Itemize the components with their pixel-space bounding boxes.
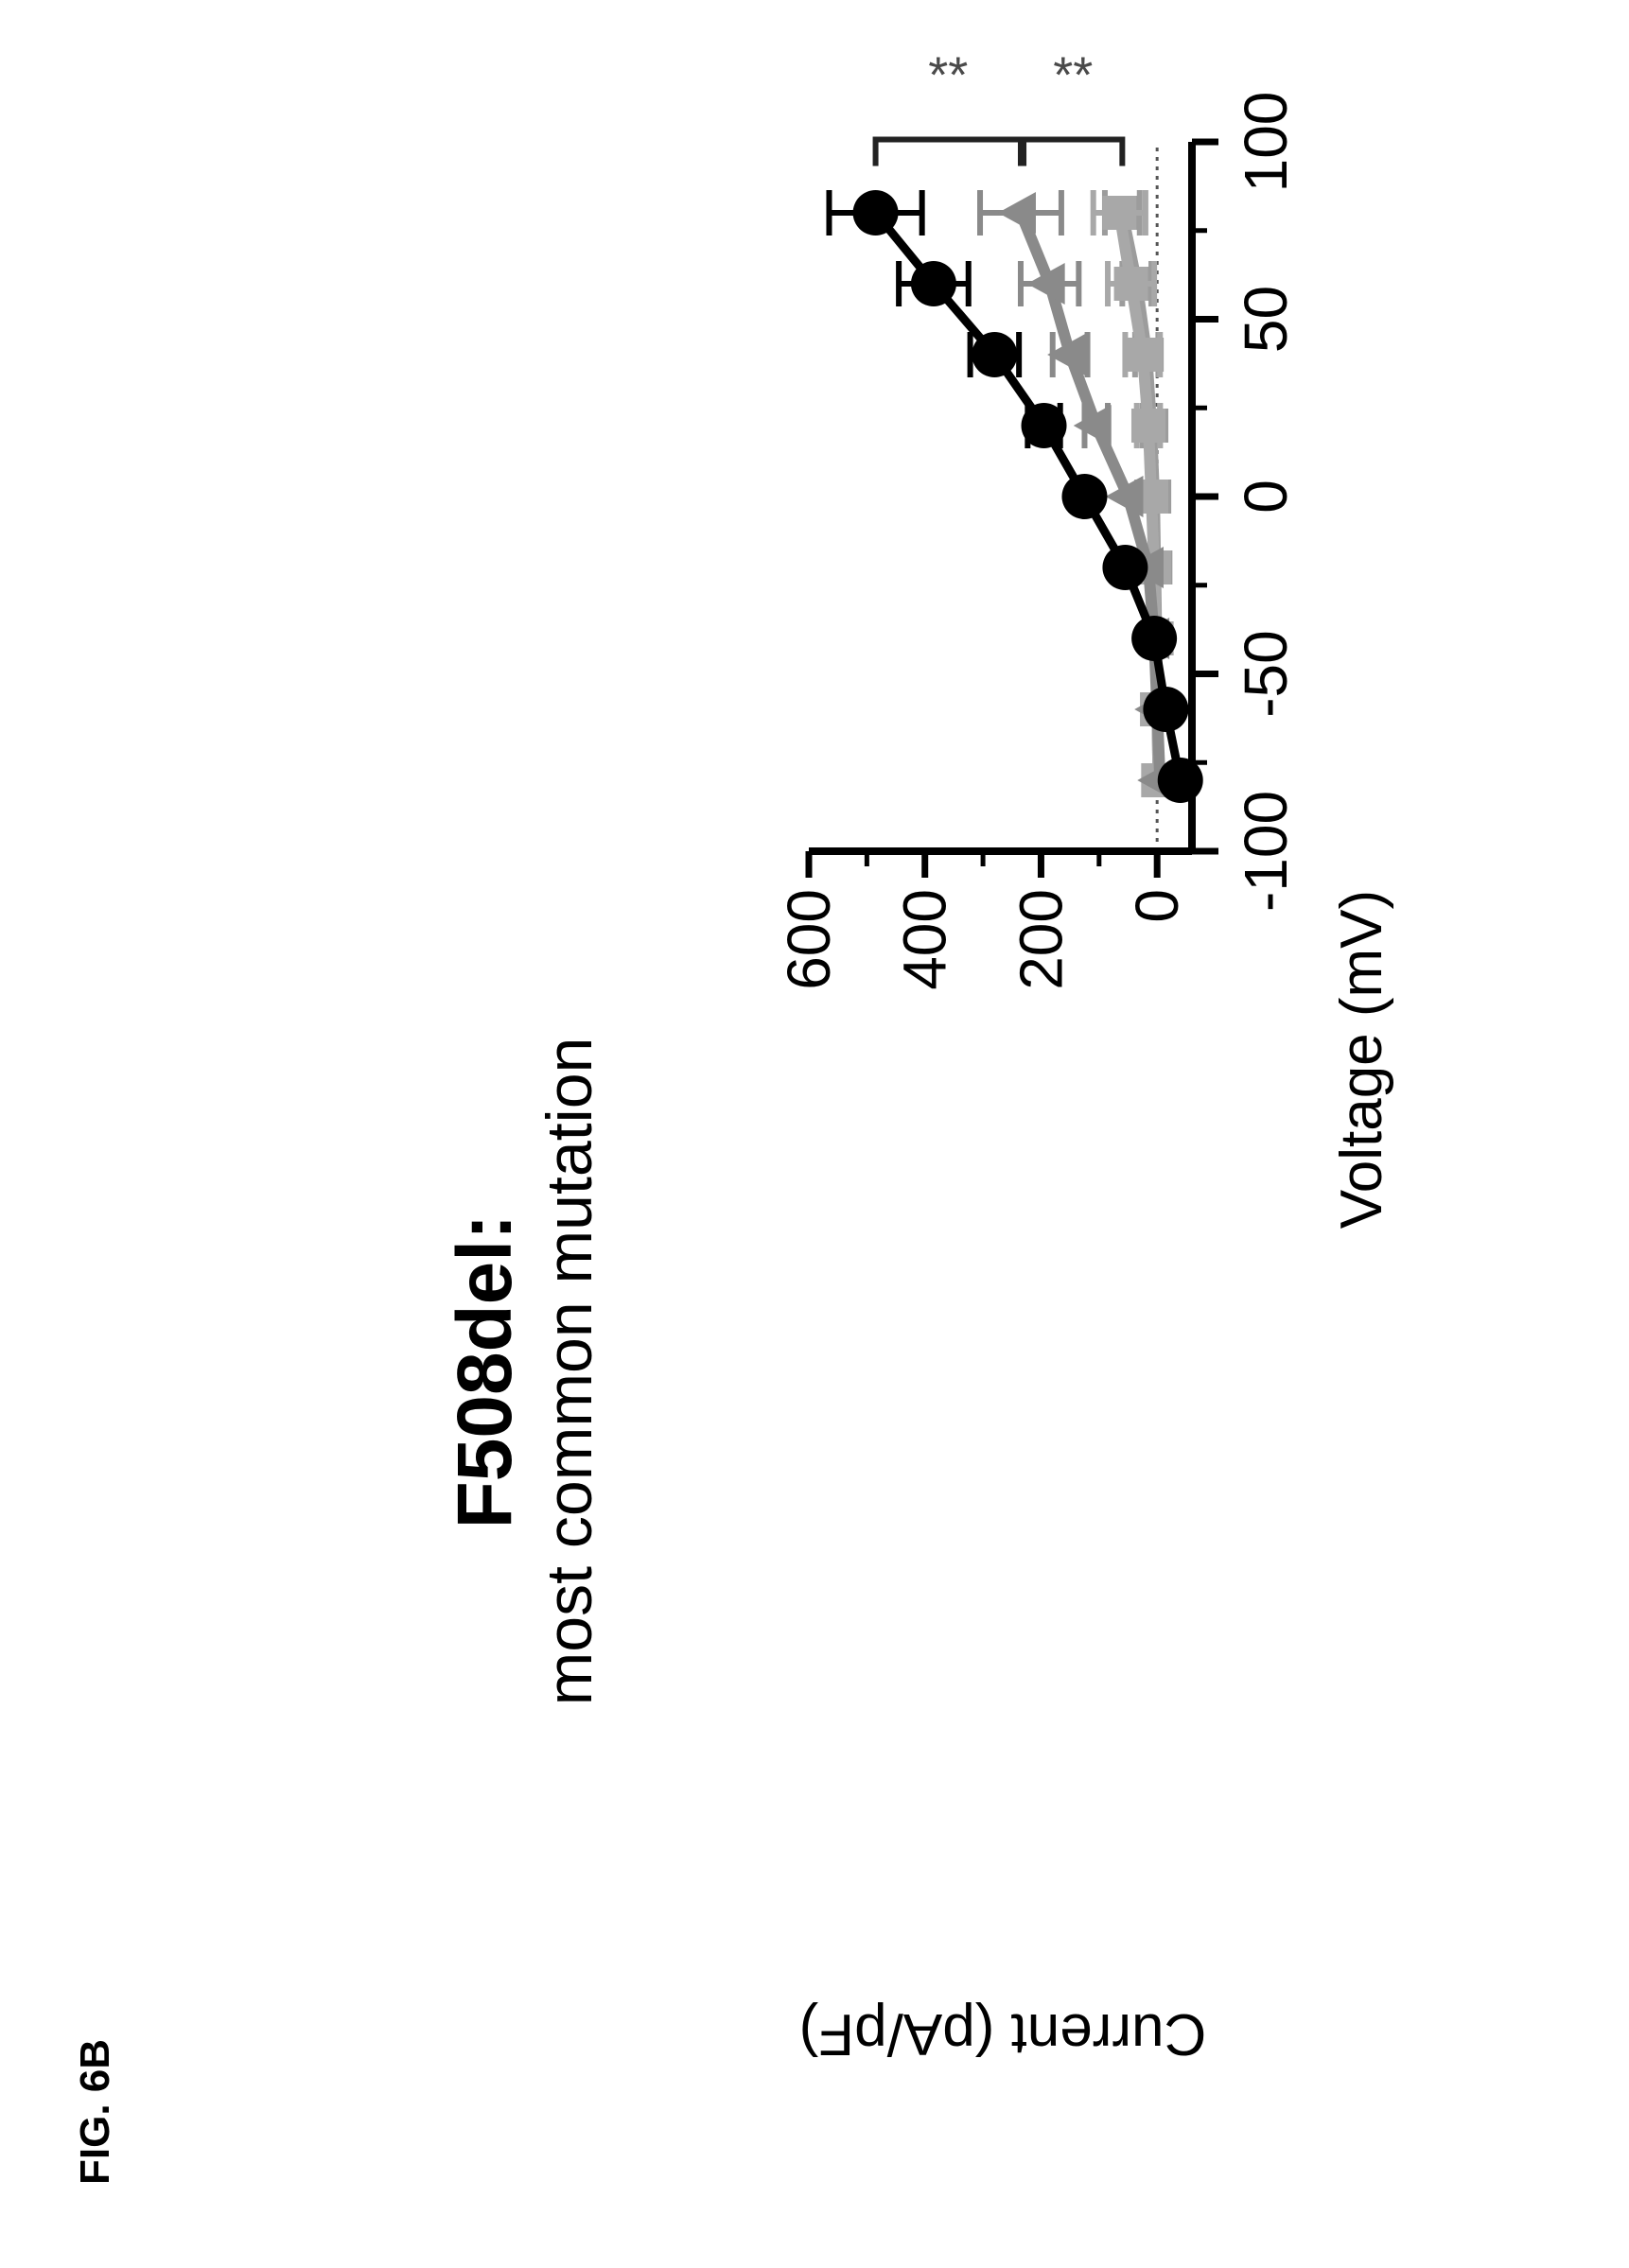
data-point: [1113, 267, 1148, 301]
x-tick-label: 50: [1232, 286, 1300, 353]
data-point: [1143, 687, 1189, 732]
data-point: [1130, 409, 1165, 443]
significance-bracket: [1021, 136, 1126, 166]
y-tick-label: 600: [775, 889, 843, 990]
chart: F508del: most common mutation -100 -50 0 50…: [442, 47, 1394, 2067]
data-point: [910, 261, 956, 306]
data-point: [1102, 196, 1137, 230]
significance-endub-vs-f508del: **: [1021, 47, 1126, 166]
x-tick-label: 100: [1232, 92, 1300, 193]
significance-label: **: [928, 47, 968, 104]
data-point: [972, 332, 1018, 377]
significance-bracket: [872, 136, 1024, 166]
x-axis: -100 -50 0 50 100: [1188, 92, 1300, 912]
data-point: [1047, 334, 1086, 375]
data-point: [1026, 263, 1065, 305]
y-axis: 0 200 400 600: [775, 847, 1192, 990]
chart-title: F508del:: [442, 1214, 528, 1529]
y-tick-label: 0: [1123, 889, 1191, 923]
x-tick-label: 0: [1232, 480, 1300, 514]
data-point: [1102, 545, 1148, 590]
significance-annotations: ** **: [872, 47, 1126, 166]
data-point: [1125, 338, 1160, 372]
x-tick-label: -50: [1232, 630, 1300, 718]
data-point: [1073, 405, 1112, 446]
significance-label: **: [1053, 47, 1093, 104]
y-tick-label: 400: [891, 889, 959, 990]
data-point: [1131, 616, 1178, 661]
data-point: [1105, 476, 1144, 517]
x-axis-label: Voltage (mV): [1329, 890, 1394, 1229]
data-point: [997, 192, 1036, 234]
figure-label: FIG. 6B: [72, 2039, 118, 2185]
y-axis-label: Current (pA/pF): [799, 2001, 1207, 2067]
plot-area: [826, 142, 1203, 851]
significance-wt-vs-endub: **: [872, 47, 1024, 166]
y-tick-label: 200: [1007, 889, 1075, 990]
chart-subtitle: most common mutation: [534, 1038, 605, 1706]
data-point: [1061, 474, 1108, 519]
data-point: [1021, 403, 1067, 448]
x-tick-label: -100: [1232, 791, 1300, 912]
data-point: [852, 190, 899, 236]
